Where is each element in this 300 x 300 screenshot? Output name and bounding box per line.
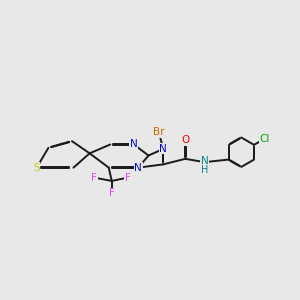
Text: Br: Br: [153, 127, 165, 137]
Text: F: F: [109, 188, 115, 198]
Text: F: F: [125, 172, 131, 183]
Text: Cl: Cl: [260, 134, 270, 144]
Text: N: N: [159, 144, 167, 154]
Text: N: N: [130, 140, 138, 149]
Text: S: S: [33, 163, 40, 173]
Text: H: H: [201, 165, 208, 175]
Text: F: F: [91, 172, 97, 183]
Text: N: N: [201, 156, 208, 166]
Text: O: O: [181, 135, 190, 145]
Text: N: N: [134, 163, 142, 173]
